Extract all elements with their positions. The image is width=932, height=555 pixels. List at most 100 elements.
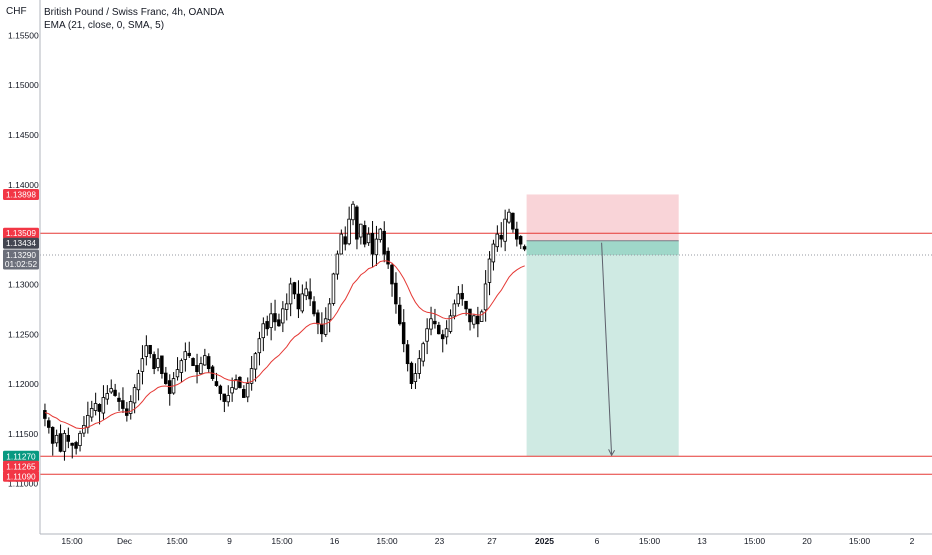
currency-label[interactable]: CHF — [6, 6, 27, 17]
candle-body-103 — [444, 328, 449, 338]
candle-body-36 — [183, 351, 187, 360]
symbol-title[interactable]: British Pound / Swiss Franc, 4h, OANDA — [44, 7, 225, 18]
candle-body-55 — [257, 338, 262, 354]
candle-114 — [487, 251, 492, 296]
candle-4 — [58, 424, 63, 453]
candle-102 — [440, 329, 445, 353]
candle-body-8 — [74, 442, 78, 449]
candle-body-2 — [50, 426, 55, 444]
candle-105 — [452, 299, 457, 320]
candle-body-98 — [425, 328, 429, 342]
candle-body-102 — [440, 334, 445, 340]
countdown-label: 01:02:52 — [5, 259, 38, 269]
y-tick-label: 1.11500 — [8, 429, 38, 439]
candle-113 — [483, 270, 488, 322]
candle-73 — [327, 298, 332, 333]
candle-17 — [109, 379, 113, 394]
candle-89 — [390, 262, 394, 297]
candle-body-101 — [436, 324, 441, 335]
candle-49 — [234, 374, 238, 391]
y-tick-label: 1.12000 — [8, 379, 39, 389]
price-badge-label: 1.13434 — [6, 238, 36, 248]
x-tick-label: Dec — [117, 536, 133, 546]
candle-119 — [507, 208, 511, 224]
candle-74 — [331, 272, 336, 306]
candle-body-123 — [522, 246, 527, 250]
candle-body-111 — [475, 315, 480, 325]
candle-body-117 — [499, 234, 503, 240]
open-profit-zone — [526, 240, 679, 256]
candle-39 — [195, 353, 199, 384]
candle-106 — [456, 285, 460, 307]
candle-body-5 — [62, 432, 67, 452]
candle-46 — [222, 393, 226, 413]
candle-body-116 — [495, 233, 499, 248]
candle-86 — [378, 227, 382, 243]
candle-18 — [113, 383, 117, 397]
price-badge-bg — [3, 188, 39, 200]
candle-63 — [288, 277, 293, 317]
candle-body-46 — [222, 393, 226, 402]
candle-body-17 — [109, 388, 113, 393]
candle-75 — [335, 250, 340, 280]
candle-47 — [226, 385, 230, 407]
candle-109 — [468, 308, 472, 331]
candle-body-106 — [456, 293, 460, 305]
indicator-label[interactable]: EMA (21, close, 0, SMA, 5) — [44, 20, 165, 31]
candle-body-107 — [460, 292, 464, 300]
candle-48 — [230, 377, 234, 402]
candle-92 — [401, 309, 406, 353]
candle-53 — [249, 355, 254, 391]
candle-26 — [144, 335, 148, 366]
candle-body-91 — [397, 304, 402, 325]
x-tick-label: 15:00 — [849, 536, 871, 546]
candle-66 — [300, 284, 304, 314]
candle-body-41 — [202, 355, 207, 366]
price-badge-label: 1.11090 — [6, 471, 36, 481]
candle-body-81 — [358, 223, 363, 238]
candle-99 — [429, 306, 433, 336]
candle-body-60 — [277, 319, 281, 327]
candle-body-54 — [253, 353, 258, 370]
candle-body-24 — [136, 373, 141, 391]
candle-22 — [128, 395, 133, 420]
candle-body-45 — [218, 385, 223, 394]
x-tick-label: 27 — [487, 536, 497, 546]
candle-117 — [499, 222, 503, 248]
price-badge-6: 1.11090 — [3, 470, 39, 482]
candle-body-48 — [230, 387, 234, 394]
candle-98 — [425, 318, 429, 355]
candle-body-110 — [472, 315, 476, 325]
candle-116 — [495, 225, 499, 252]
candle-13 — [93, 392, 98, 416]
candle-45 — [218, 384, 223, 401]
candle-body-122 — [518, 236, 523, 245]
candle-0 — [43, 403, 47, 427]
candle-body-25 — [140, 358, 145, 372]
x-tick-label: 16 — [330, 536, 340, 546]
candle-27 — [148, 344, 152, 359]
candle-body-113 — [483, 283, 488, 311]
candle-28 — [152, 351, 156, 375]
price-badge-label: 1.11270 — [6, 451, 36, 461]
price-badge-label: 1.13290 — [6, 250, 36, 260]
candle-body-67 — [304, 288, 308, 297]
candle-body-72 — [323, 318, 328, 335]
price-badge-1: 1.13509 — [3, 227, 39, 239]
candle-54 — [253, 351, 258, 382]
candle-78 — [347, 206, 351, 246]
candle-123 — [522, 244, 527, 252]
candle-body-53 — [249, 368, 254, 384]
candle-80 — [355, 205, 359, 250]
candle-64 — [292, 281, 297, 300]
candle-31 — [163, 366, 168, 385]
candle-body-49 — [234, 379, 238, 390]
candle-body-3 — [54, 434, 59, 444]
candle-41 — [202, 348, 207, 366]
candle-body-121 — [515, 228, 519, 240]
candle-6 — [66, 427, 71, 449]
candle-body-38 — [191, 358, 195, 367]
candle-111 — [475, 306, 480, 338]
